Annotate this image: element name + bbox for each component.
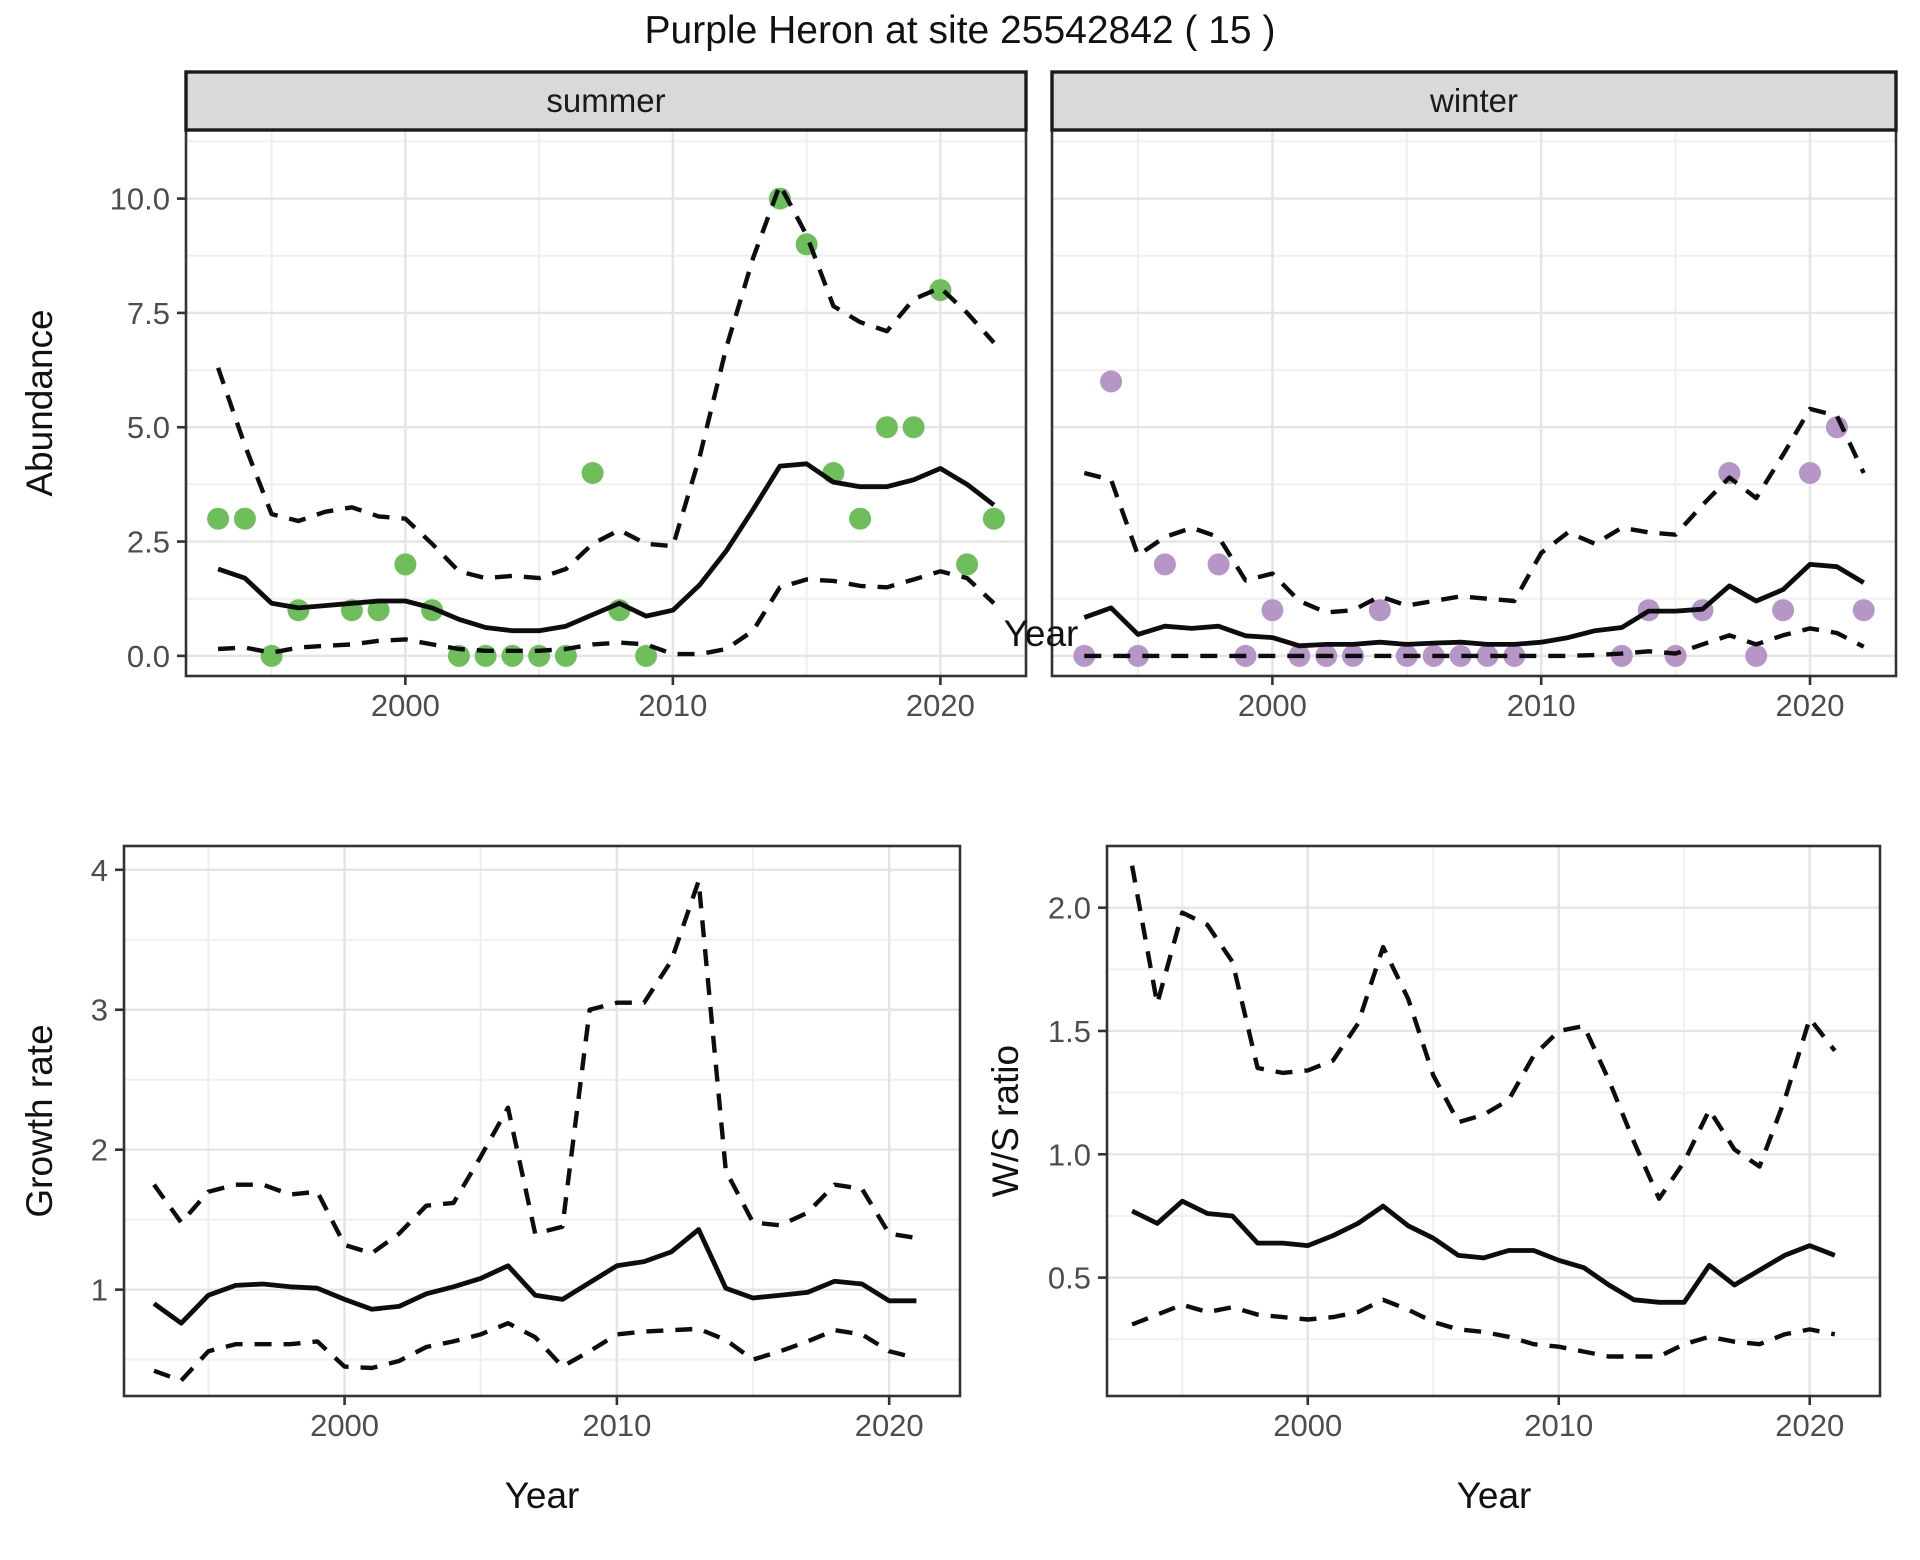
growth-rate-panel-border: [122, 844, 962, 1398]
y-tick-label: 1.5: [1048, 1014, 1091, 1049]
x-tick-label: 2010: [1507, 688, 1576, 723]
x-tick-label: 2000: [1238, 688, 1307, 723]
winter_observations-point: [1745, 644, 1768, 667]
summer_observations-point: [367, 599, 390, 622]
winter_observations-point: [1368, 599, 1391, 622]
x-tick-label: 2020: [1775, 1408, 1844, 1443]
winter_observations-point: [1825, 416, 1848, 439]
x-tick-label: 2000: [1273, 1408, 1342, 1443]
growth-rate-axis-label: Growth rate: [19, 1024, 60, 1218]
winter_observations-point: [1664, 644, 1687, 667]
winter_observations-point: [1610, 644, 1633, 667]
abundance-winter-upper_ci-line: [1083, 406, 1866, 615]
abundance-winter-panel: [1052, 130, 1896, 676]
ws-ratio-axis-label: W/S ratio: [985, 1044, 1026, 1198]
x-tick-label: 2020: [855, 1408, 924, 1443]
y-tick-label: 2.5: [127, 525, 170, 560]
winter_observations-point: [1127, 644, 1149, 667]
x-tick-label: 2020: [906, 688, 975, 723]
abundance-axis-label: Abundance: [19, 309, 60, 497]
summer_observations-point: [849, 507, 872, 530]
facet-label-winter: winter: [1429, 82, 1519, 119]
summer_observations-point: [875, 416, 898, 439]
summer_observations-point: [635, 644, 658, 667]
ws-ratio-lower_ci-line: [1131, 1297, 1836, 1359]
growth-rate-median-line: [152, 1227, 917, 1326]
x-tick-label: 2010: [1524, 1408, 1593, 1443]
year-axis-label-top: Year: [1003, 613, 1079, 654]
year-axis-label-bottom-right: Year: [1456, 1475, 1532, 1516]
winter_observations-point: [1476, 644, 1499, 667]
summer_observations-point: [207, 507, 230, 530]
y-tick-label: 0.0: [127, 639, 170, 674]
facet-strip: [1050, 70, 1898, 132]
winter_observations-point: [1852, 599, 1875, 622]
ws-ratio-median-line: [1131, 1198, 1836, 1305]
summer_observations-point: [260, 644, 283, 667]
facet-strip: [184, 70, 1028, 132]
winter_observations-point: [1449, 644, 1472, 667]
abundance-winter-lower_ci-line: [1084, 626, 1865, 659]
winter_observations-point: [1153, 553, 1176, 576]
x-tick-label: 2020: [1776, 688, 1845, 723]
abundance-summer-lower_ci-line: [217, 569, 996, 657]
winter_observations-point: [1772, 599, 1795, 622]
winter_observations-point: [1100, 370, 1123, 393]
x-tick-label: 2000: [310, 1408, 379, 1443]
x-tick-label: 2010: [582, 1408, 651, 1443]
growth-rate-lower_ci-line: [153, 1321, 917, 1383]
ws-ratio-panel-border: [1105, 844, 1882, 1398]
ws-ratio-panel: [1107, 846, 1880, 1396]
growth-rate-panel: [124, 846, 960, 1396]
x-tick-label: 2010: [638, 688, 707, 723]
y-tick-label: 2: [91, 1133, 108, 1168]
chart-title: Purple Heron at site 25542842 ( 15 ): [644, 9, 1276, 52]
y-tick-label: 10.0: [110, 182, 170, 217]
winter_observations-point: [1261, 599, 1284, 622]
summer_observations-point: [501, 644, 524, 667]
year-axis-label-bottom-left: Year: [504, 1475, 580, 1516]
x-tick-label: 2000: [371, 688, 440, 723]
y-tick-label: 2.0: [1048, 891, 1091, 926]
summer_observations-point: [581, 462, 604, 484]
y-tick-label: 0.5: [1048, 1261, 1091, 1296]
winter_observations-point: [1718, 462, 1741, 484]
summer_observations-point: [233, 507, 256, 530]
y-tick-label: 5.0: [127, 410, 170, 445]
summer_observations-point: [956, 553, 979, 576]
winter_observations-point: [1503, 644, 1526, 667]
abundance-summer-panel: [186, 130, 1026, 676]
abundance-winter-median-line: [1083, 562, 1865, 649]
y-tick-label: 3: [91, 993, 108, 1028]
y-tick-label: 7.5: [127, 296, 170, 331]
summer_observations-point: [982, 507, 1005, 530]
abundance-summer-median-line: [217, 461, 996, 634]
summer_observations-point: [902, 416, 925, 439]
summer_observations-point: [554, 644, 577, 667]
winter_observations-point: [1799, 462, 1821, 484]
y-tick-label: 1: [91, 1273, 108, 1308]
summer_observations-point: [394, 553, 417, 576]
facet-label-summer: summer: [546, 82, 666, 119]
y-tick-label: 4: [91, 853, 108, 888]
ws-ratio-upper_ci-line: [1129, 865, 1837, 1201]
abundance-summer-upper_ci-line: [216, 182, 996, 581]
y-tick-label: 1.0: [1048, 1137, 1091, 1172]
winter_observations-point: [1207, 553, 1230, 576]
